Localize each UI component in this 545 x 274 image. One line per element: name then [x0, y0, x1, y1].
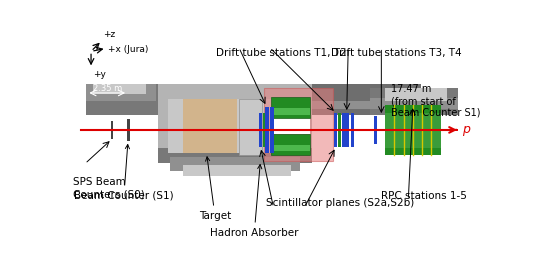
Bar: [385, 149, 440, 155]
Bar: [271, 134, 310, 155]
Text: SPS Beam
Counters (S0): SPS Beam Counters (S0): [72, 177, 144, 199]
Bar: [168, 99, 303, 153]
Bar: [271, 97, 310, 118]
Bar: [370, 98, 458, 109]
Text: Beam Counter (S1): Beam Counter (S1): [74, 144, 174, 201]
Bar: [385, 88, 447, 101]
Bar: [93, 84, 147, 94]
Bar: [259, 113, 262, 147]
Bar: [111, 121, 113, 139]
Bar: [385, 105, 440, 155]
Bar: [350, 113, 354, 147]
Text: RPC stations 1-5: RPC stations 1-5: [382, 191, 467, 201]
Text: +y: +y: [93, 70, 106, 79]
Bar: [239, 99, 262, 155]
Bar: [263, 113, 266, 147]
Bar: [270, 107, 274, 153]
Bar: [271, 108, 310, 115]
Bar: [345, 113, 349, 147]
Text: Scintillator planes (S2a,S2b): Scintillator planes (S2a,S2b): [266, 198, 414, 209]
Bar: [127, 119, 130, 141]
Bar: [87, 84, 175, 115]
Text: Hadron Absorber: Hadron Absorber: [210, 165, 299, 238]
Text: +z: +z: [102, 30, 115, 39]
Bar: [87, 84, 156, 101]
Text: Target: Target: [199, 157, 231, 221]
Bar: [335, 113, 337, 147]
Text: 2.35 m: 2.35 m: [93, 84, 122, 93]
Text: p: p: [462, 123, 470, 136]
Bar: [338, 113, 341, 147]
Bar: [158, 84, 312, 153]
Bar: [158, 148, 312, 163]
Text: Drift tube stations T3, T4: Drift tube stations T3, T4: [331, 47, 462, 58]
Bar: [184, 165, 291, 176]
Bar: [184, 99, 238, 153]
Bar: [385, 105, 440, 113]
Bar: [374, 116, 378, 144]
Bar: [87, 101, 421, 109]
Bar: [169, 157, 300, 171]
Bar: [271, 118, 310, 134]
Bar: [87, 84, 421, 115]
Text: Drift tube stations T1, T2: Drift tube stations T1, T2: [216, 47, 347, 58]
Bar: [342, 113, 345, 147]
Text: +x (Jura): +x (Jura): [108, 45, 148, 53]
Bar: [370, 88, 458, 115]
Bar: [264, 88, 333, 161]
Bar: [271, 145, 310, 152]
Bar: [265, 107, 269, 153]
Text: 17.47 m
(from start of
Beam Counter S1): 17.47 m (from start of Beam Counter S1): [391, 84, 481, 118]
